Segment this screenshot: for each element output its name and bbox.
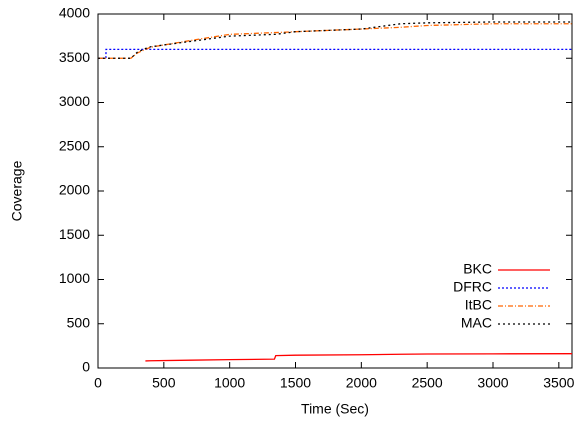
series-line xyxy=(98,48,572,59)
legend-label: BKC xyxy=(463,261,492,277)
legend-label: MAC xyxy=(461,315,492,331)
y-tick-label: 4000 xyxy=(59,5,90,21)
y-tick-label: 3500 xyxy=(59,49,90,65)
plot-frame xyxy=(97,13,573,369)
legend-label: ItBC xyxy=(465,297,492,313)
x-tick-label: 2000 xyxy=(346,375,377,391)
y-tick-label: 1000 xyxy=(59,270,90,286)
y-tick-label: 3000 xyxy=(59,93,90,109)
series-line xyxy=(145,353,573,362)
series-line xyxy=(98,23,572,59)
x-tick-label: 1000 xyxy=(214,375,245,391)
x-tick-label: 3000 xyxy=(477,375,508,391)
y-tick-label: 2500 xyxy=(59,137,90,153)
x-tick-label: 1500 xyxy=(280,375,311,391)
x-tick-label: 3500 xyxy=(543,375,574,391)
legend-label: DFRC xyxy=(453,279,492,295)
x-axis-label: Time (Sec) xyxy=(301,401,369,417)
y-tick-label: 500 xyxy=(67,314,91,330)
x-tick-label: 500 xyxy=(152,375,176,391)
series-line xyxy=(98,21,572,59)
y-axis-label: Coverage xyxy=(9,160,25,221)
y-tick-label: 2000 xyxy=(59,182,90,198)
x-tick-label: 0 xyxy=(94,375,102,391)
x-tick-label: 2500 xyxy=(412,375,443,391)
y-tick-label: 1500 xyxy=(59,226,90,242)
y-tick-label: 0 xyxy=(82,359,90,375)
